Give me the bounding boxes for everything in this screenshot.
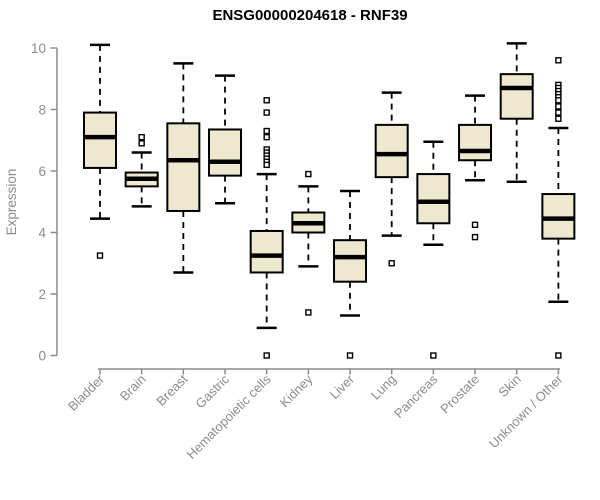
- y-tick-label: 10: [31, 41, 46, 56]
- x-tick-label: Gastric: [192, 371, 232, 411]
- iqr-box: [166, 122, 201, 212]
- outlier-point: [346, 352, 354, 359]
- outlier-point: [555, 115, 562, 122]
- boxplot-pancreas: [416, 140, 451, 359]
- outlier-point: [96, 252, 104, 259]
- boxplot-skin: [499, 42, 534, 184]
- x-tick-label: Unknown / Other: [486, 371, 566, 451]
- x-tick-label: Kidney: [277, 371, 316, 410]
- boxplot-prostate: [458, 94, 493, 241]
- outlier-point: [263, 352, 270, 359]
- chart-title: ENSG00000204618 - RNF39: [212, 7, 407, 24]
- y-tick-label: 0: [38, 348, 46, 363]
- box-series: [83, 42, 576, 359]
- outlier-point: [263, 133, 270, 141]
- x-tick-label: Skin: [495, 372, 523, 400]
- outlier-point: [471, 221, 479, 229]
- y-axis-label: Expression: [4, 169, 19, 236]
- y-tick-label: 8: [38, 102, 46, 117]
- x-tick-label: Brain: [117, 372, 149, 404]
- boxplot-liver: [333, 189, 368, 359]
- boxplot-kidney: [291, 170, 326, 316]
- y-tick-label: 6: [38, 164, 46, 179]
- outlier-point: [555, 352, 562, 359]
- x-tick-label: Prostate: [437, 372, 482, 417]
- iqr-box: [333, 239, 368, 283]
- boxplot-lung: [374, 91, 409, 267]
- outlier-point: [305, 309, 312, 316]
- outlier-point: [471, 233, 479, 241]
- iqr-box: [499, 73, 534, 120]
- boxplot-brain: [124, 133, 159, 208]
- outlier-point: [555, 109, 562, 116]
- x-tick-label: Liver: [327, 371, 358, 402]
- iqr-box: [83, 111, 117, 169]
- outlier-point: [263, 97, 270, 104]
- outlier-point: [263, 161, 270, 169]
- iqr-box: [458, 123, 493, 162]
- iqr-box: [249, 229, 284, 274]
- x-tick-label: Lung: [368, 372, 399, 403]
- iqr-box: [541, 193, 576, 240]
- outlier-point: [555, 97, 562, 104]
- iqr-box: [208, 128, 243, 177]
- outlier-point: [388, 260, 395, 267]
- outlier-point: [263, 109, 270, 116]
- boxplot-gastric: [208, 74, 243, 205]
- outlier-point: [305, 170, 312, 178]
- outlier-point: [555, 103, 562, 110]
- x-tick-label: Pancreas: [391, 371, 441, 421]
- outlier-point: [555, 57, 562, 64]
- boxplot-unknown-other: [541, 57, 576, 359]
- boxplot-bladder: [83, 43, 117, 259]
- iqr-box: [374, 123, 409, 179]
- x-tick-label: Bladder: [65, 371, 108, 414]
- outlier-point: [138, 133, 145, 141]
- y-tick-label: 4: [38, 225, 46, 240]
- outlier-point: [138, 140, 145, 147]
- outlier-point: [263, 127, 270, 135]
- iqr-box: [416, 173, 451, 225]
- outlier-point: [430, 352, 437, 359]
- boxplot-breast: [166, 62, 201, 274]
- y-tick-label: 2: [38, 287, 46, 302]
- x-tick-label: Breast: [153, 371, 190, 408]
- boxplot-hematopoietic-cells: [249, 97, 284, 359]
